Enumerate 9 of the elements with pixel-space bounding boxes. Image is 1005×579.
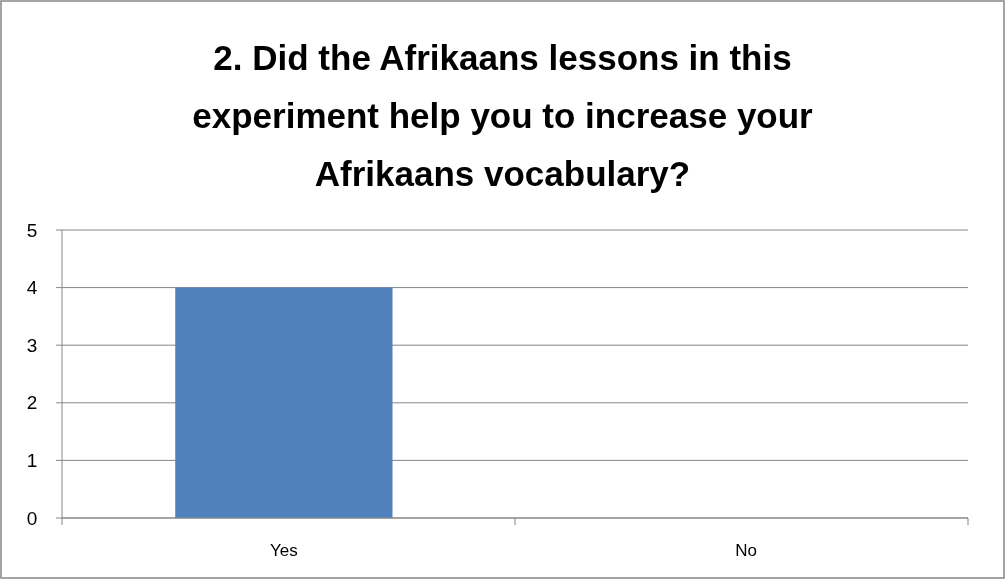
y-tick-label: 5 — [26, 219, 38, 241]
x-tick-label: No — [735, 541, 757, 560]
y-tick-label: 4 — [26, 277, 38, 299]
x-tick-label: Yes — [270, 541, 298, 560]
y-tick-label: 1 — [26, 450, 38, 472]
y-tick-label: 2 — [26, 392, 38, 414]
chart-title: 2. Did the Afrikaans lessons in this experiment help you to increase your Afrikaans vocabulary? — [192, 38, 814, 193]
y-tick-label: 3 — [26, 334, 38, 356]
y-tick-label: 0 — [26, 507, 38, 529]
